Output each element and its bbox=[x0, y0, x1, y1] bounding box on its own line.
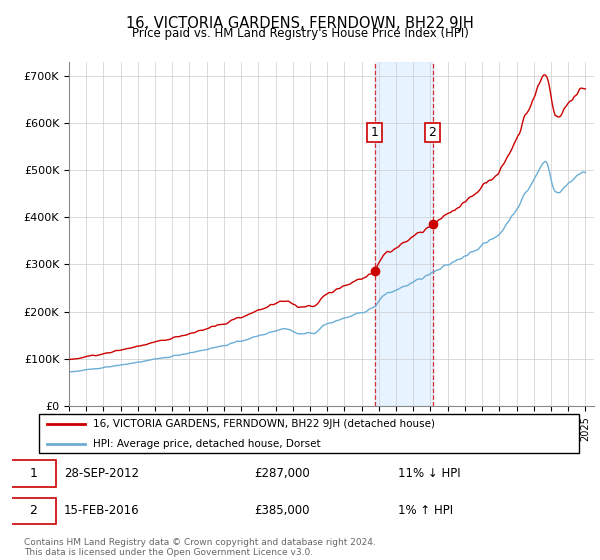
Text: £385,000: £385,000 bbox=[254, 505, 310, 517]
FancyBboxPatch shape bbox=[11, 460, 56, 487]
Text: £287,000: £287,000 bbox=[254, 467, 310, 480]
Text: 2: 2 bbox=[29, 505, 37, 517]
Text: 11% ↓ HPI: 11% ↓ HPI bbox=[398, 467, 461, 480]
Text: HPI: Average price, detached house, Dorset: HPI: Average price, detached house, Dors… bbox=[94, 438, 321, 449]
FancyBboxPatch shape bbox=[11, 498, 56, 524]
Text: 1: 1 bbox=[371, 126, 379, 139]
Text: 1: 1 bbox=[29, 467, 37, 480]
FancyBboxPatch shape bbox=[39, 414, 579, 453]
Text: 1% ↑ HPI: 1% ↑ HPI bbox=[398, 505, 453, 517]
Bar bbox=[374, 62, 433, 406]
Text: Contains HM Land Registry data © Crown copyright and database right 2024.
This d: Contains HM Land Registry data © Crown c… bbox=[24, 538, 376, 557]
Text: 2: 2 bbox=[428, 126, 436, 139]
Text: 28-SEP-2012: 28-SEP-2012 bbox=[64, 467, 139, 480]
Text: Price paid vs. HM Land Registry's House Price Index (HPI): Price paid vs. HM Land Registry's House … bbox=[131, 27, 469, 40]
Text: 16, VICTORIA GARDENS, FERNDOWN, BH22 9JH (detached house): 16, VICTORIA GARDENS, FERNDOWN, BH22 9JH… bbox=[94, 419, 436, 429]
Text: 16, VICTORIA GARDENS, FERNDOWN, BH22 9JH: 16, VICTORIA GARDENS, FERNDOWN, BH22 9JH bbox=[126, 16, 474, 31]
Text: 15-FEB-2016: 15-FEB-2016 bbox=[64, 505, 139, 517]
